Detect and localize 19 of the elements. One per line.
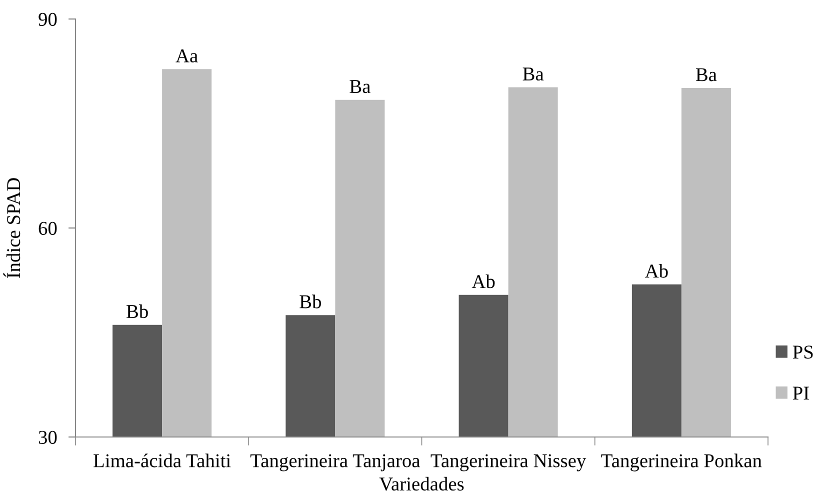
- legend-label: PI: [792, 386, 809, 400]
- data-label: Bb: [300, 294, 322, 308]
- data-label: Ba: [522, 68, 544, 81]
- x-tick-label: Tangerineira Nissey: [430, 454, 586, 472]
- data-label: Ba: [696, 68, 717, 82]
- x-tick-label: Tangerineira Tanjaroa: [250, 454, 420, 472]
- x-tick-label: Tangerineira Ponkan: [601, 454, 762, 472]
- data-label: Ab: [472, 274, 495, 288]
- y-axis-title: Índice SPAD: [3, 178, 20, 278]
- x-tick-label: Lima-ácida Tahiti: [94, 454, 231, 468]
- y-tick-label: 90: [38, 12, 57, 26]
- legend-label: PS: [792, 346, 813, 359]
- data-label: Bb: [126, 304, 148, 318]
- data-label: Ab: [644, 264, 668, 278]
- y-tick-label: 30: [38, 430, 57, 444]
- data-label: Ba: [350, 80, 370, 94]
- y-tick-label: 60: [38, 222, 57, 235]
- x-axis-title: Variedades: [379, 476, 464, 491]
- data-label: Aa: [176, 49, 198, 62]
